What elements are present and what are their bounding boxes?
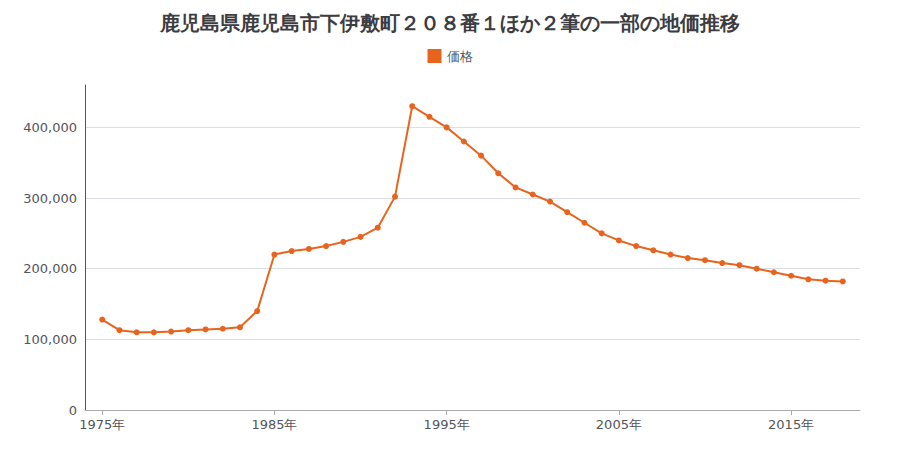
svg-text:2005年: 2005年 xyxy=(596,417,642,432)
svg-text:1975年: 1975年 xyxy=(79,417,125,432)
svg-text:価格: 価格 xyxy=(447,49,473,64)
svg-text:鹿児島県鹿児島市下伊敷町２０８番１ほか２筆の一部の地価推移: 鹿児島県鹿児島市下伊敷町２０８番１ほか２筆の一部の地価推移 xyxy=(159,11,740,35)
svg-text:0: 0 xyxy=(69,403,77,418)
svg-text:300,000: 300,000 xyxy=(23,191,77,206)
svg-text:2015年: 2015年 xyxy=(768,417,814,432)
svg-text:1995年: 1995年 xyxy=(424,417,470,432)
svg-text:400,000: 400,000 xyxy=(23,120,77,135)
svg-text:200,000: 200,000 xyxy=(23,261,77,276)
svg-text:100,000: 100,000 xyxy=(23,332,77,347)
svg-text:1985年: 1985年 xyxy=(251,417,297,432)
